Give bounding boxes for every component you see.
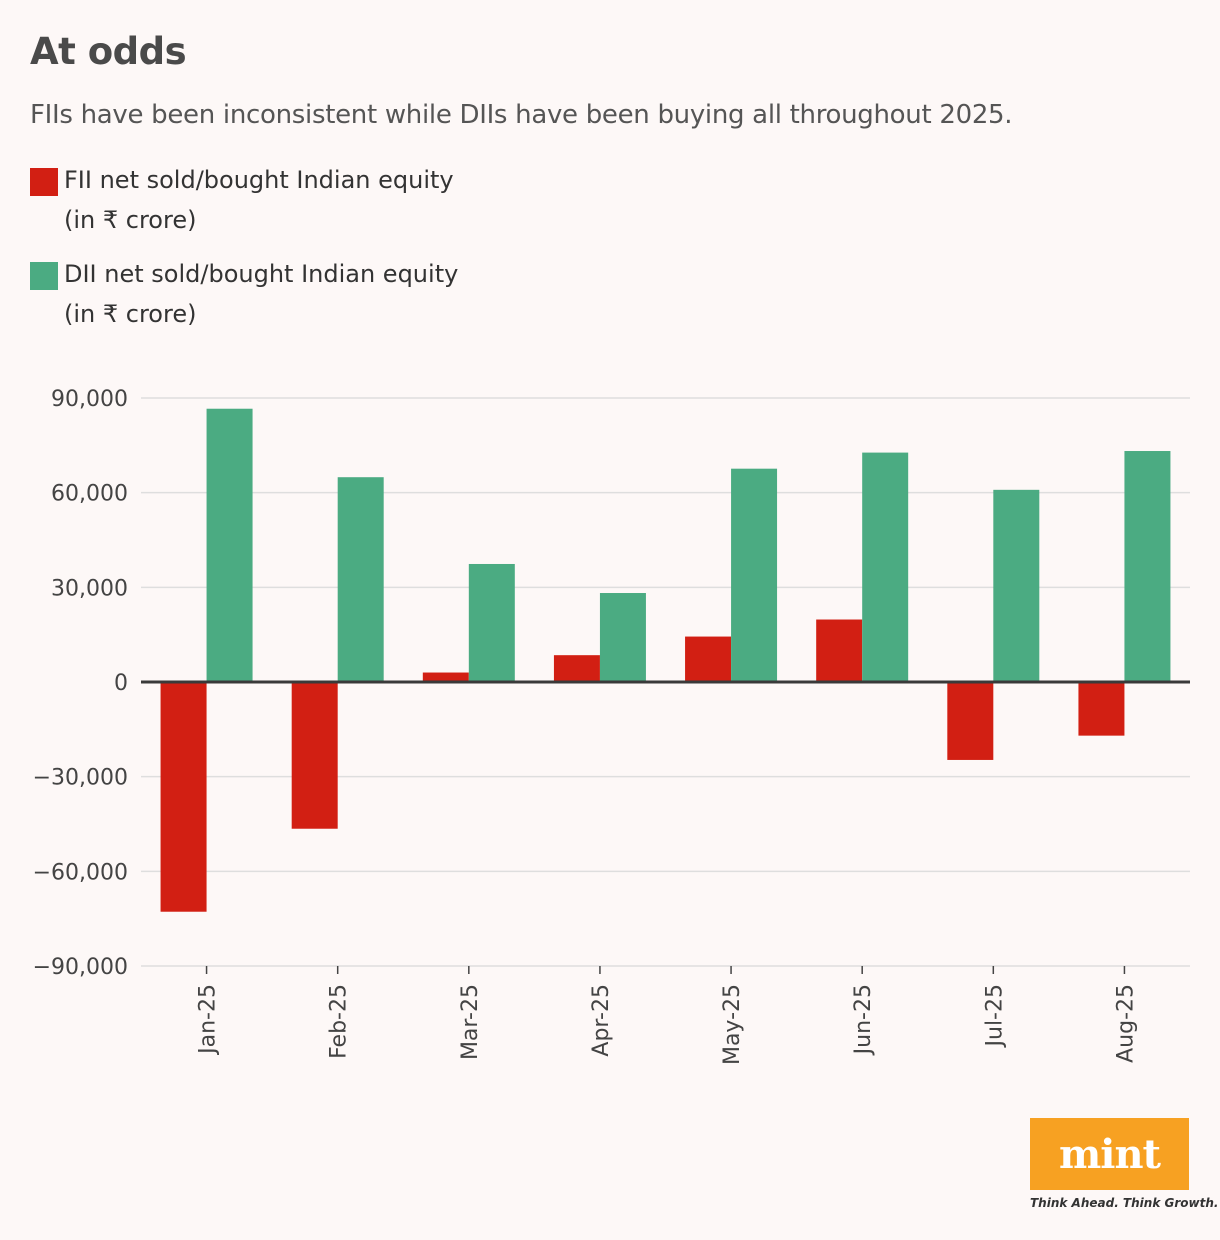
- dii-bar: [599, 593, 646, 682]
- legend-item-dii: DII net sold/bought Indian equity (in ₹ …: [30, 254, 458, 334]
- x-tick-label: Jun-25: [851, 984, 876, 1056]
- legend-label-fii: FII net sold/bought Indian equity (in ₹ …: [64, 166, 454, 234]
- tagline: Think Ahead. Think Growth.: [1030, 1196, 1219, 1210]
- bar-chart: 90,000 60,000 30,000 0 −30,000 −60,000 −90,000…: [33, 387, 1190, 1065]
- y-tick-label: 60,000: [51, 482, 128, 507]
- x-tick-label: Feb-25: [327, 984, 352, 1059]
- dii-bar: [206, 408, 253, 682]
- y-tick-label: 90,000: [51, 387, 128, 412]
- dii-bar: [731, 468, 778, 682]
- x-tick-label: Jan-25: [196, 984, 221, 1056]
- dii-bar: [862, 452, 909, 682]
- fii-bar: [1078, 682, 1125, 736]
- y-tick-label: −30,000: [33, 766, 128, 791]
- x-tick-label: Mar-25: [458, 984, 483, 1060]
- chart-title: At odds: [30, 30, 187, 73]
- dii-bar: [993, 489, 1040, 682]
- logo-text: mint: [1058, 1130, 1161, 1178]
- dii-bar: [468, 563, 515, 682]
- y-tick-label: 0: [114, 671, 128, 696]
- fii-bar: [685, 636, 732, 682]
- mint-logo: mint: [1030, 1118, 1189, 1190]
- fii-bar: [291, 682, 338, 829]
- fii-bar: [422, 672, 469, 682]
- fii-bar: [816, 619, 863, 682]
- x-tick-label: Apr-25: [589, 984, 614, 1057]
- dii-bar: [337, 477, 384, 682]
- legend-swatch-dii: [30, 262, 58, 290]
- x-tick-label: Aug-25: [1113, 984, 1138, 1063]
- y-tick-label: −60,000: [33, 860, 128, 885]
- legend-item-fii: FII net sold/bought Indian equity (in ₹ …: [30, 160, 458, 240]
- fii-bar: [160, 682, 207, 912]
- x-tick-label: Jul-25: [982, 984, 1007, 1048]
- legend-swatch-fii: [30, 168, 58, 196]
- fii-bar: [553, 655, 600, 682]
- chart-subtitle: FIIs have been inconsistent while DIIs h…: [30, 100, 1013, 130]
- y-tick-label: −90,000: [33, 955, 128, 980]
- legend: FII net sold/bought Indian equity (in ₹ …: [30, 160, 458, 348]
- legend-label-dii: DII net sold/bought Indian equity (in ₹ …: [64, 260, 459, 328]
- x-tick-label: May-25: [720, 984, 745, 1065]
- fii-bar: [947, 682, 994, 760]
- dii-bar: [1124, 451, 1171, 682]
- y-tick-label: 30,000: [51, 576, 128, 601]
